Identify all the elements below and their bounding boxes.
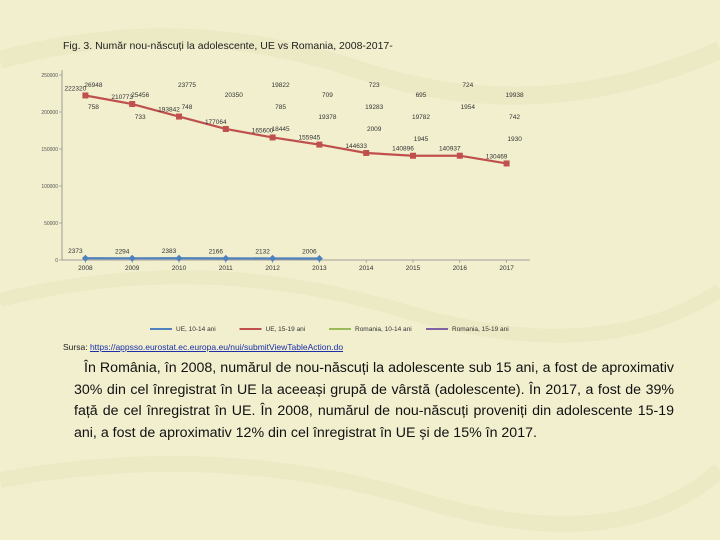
extra-data-label: 733 xyxy=(135,114,146,121)
data-point xyxy=(503,160,510,167)
data-label: 2294 xyxy=(115,248,130,255)
data-point xyxy=(316,141,323,148)
data-point xyxy=(363,149,370,156)
extra-data-label: 723 xyxy=(369,82,380,89)
extra-data-label: 18445 xyxy=(272,126,290,133)
data-label: 2166 xyxy=(209,248,224,255)
data-label: 140896 xyxy=(392,146,414,153)
data-point xyxy=(176,113,182,120)
legend-label: UE, 10-14 ani xyxy=(176,326,216,333)
data-label: 222320 xyxy=(65,85,87,92)
y-tick-label: 200000 xyxy=(41,110,58,116)
data-label: 144633 xyxy=(345,143,367,150)
data-label: 193842 xyxy=(158,107,180,114)
data-label: 2006 xyxy=(302,249,317,256)
legend-label: Romania, 10-14 ani xyxy=(355,326,412,333)
extra-data-label: 695 xyxy=(416,92,427,99)
data-label: 2383 xyxy=(162,248,177,255)
x-tick-label: 2013 xyxy=(312,265,327,272)
y-tick-label: 150000 xyxy=(41,147,58,153)
source-line: Sursa: https://appsso.eurostat.ec.europa… xyxy=(63,342,343,352)
data-label: 165600 xyxy=(252,127,274,134)
extra-data-label: 2009 xyxy=(367,126,382,133)
data-point xyxy=(315,255,323,263)
x-tick-label: 2015 xyxy=(406,265,421,272)
data-point xyxy=(81,254,89,262)
extra-data-label: 1945 xyxy=(414,136,429,143)
data-label: 2373 xyxy=(68,248,83,255)
data-label: 140937 xyxy=(439,146,461,153)
extra-data-label: 19782 xyxy=(412,114,430,121)
chart-data-labels: 2373 2294 2383 2166 2132 2006 222320 210773 1938… xyxy=(65,82,524,256)
x-tick-label: 2010 xyxy=(172,265,187,272)
extra-data-label: 20350 xyxy=(225,92,243,99)
extra-data-label: 19822 xyxy=(272,82,290,89)
chart-series xyxy=(81,92,510,263)
chart-axes: 0 50000 100000 150000 200000 250000 2008 2009 20… xyxy=(41,70,530,272)
data-label: 210773 xyxy=(111,94,133,101)
data-point xyxy=(269,134,276,141)
legend-label: Romania, 15-19 ani xyxy=(452,326,509,333)
extra-data-label: 19378 xyxy=(318,114,336,121)
data-point xyxy=(222,125,229,132)
x-tick-label: 2011 xyxy=(219,265,233,272)
x-tick-label: 2014 xyxy=(359,265,374,272)
extra-data-label: 709 xyxy=(322,92,333,99)
y-tick-label: 250000 xyxy=(41,73,58,79)
data-point xyxy=(456,152,463,159)
data-point xyxy=(269,254,277,262)
extra-data-label: 785 xyxy=(275,104,286,111)
source-link[interactable]: https://appsso.eurostat.ec.europa.eu/nui… xyxy=(89,342,344,352)
data-label: 155945 xyxy=(299,135,321,142)
body-paragraph: În România, în 2008, numărul de nou-născ… xyxy=(74,360,674,441)
y-tick-label: 0 xyxy=(55,258,58,264)
data-point xyxy=(410,152,416,159)
x-tick-label: 2009 xyxy=(125,265,140,272)
y-tick-label: 100000 xyxy=(41,184,58,190)
data-label: 177064 xyxy=(205,119,227,126)
legend-label: UE, 15-19 ani xyxy=(266,326,306,333)
extra-data-label: 742 xyxy=(509,114,520,121)
data-label: 130469 xyxy=(486,153,508,160)
y-tick-label: 50000 xyxy=(44,221,58,227)
extra-data-label: 758 xyxy=(88,104,99,111)
x-tick-label: 2017 xyxy=(499,265,514,272)
extra-data-label: 19283 xyxy=(365,104,383,111)
x-tick-label: 2016 xyxy=(453,265,468,272)
data-label: 2132 xyxy=(255,248,270,255)
x-tick-label: 2008 xyxy=(78,265,93,272)
data-point xyxy=(82,92,89,99)
data-point xyxy=(222,254,230,262)
extra-data-label: 26948 xyxy=(84,82,102,89)
extra-data-label: 1954 xyxy=(461,104,476,111)
data-point xyxy=(129,101,136,108)
extra-data-label: 25456 xyxy=(131,92,149,99)
extra-data-label: 19938 xyxy=(506,92,524,99)
data-point xyxy=(175,254,183,262)
series-line-2 xyxy=(85,94,507,165)
figure-title: Fig. 3. Număr nou-născuți la adolescente… xyxy=(63,40,393,52)
x-tick-label: 2012 xyxy=(265,265,280,272)
extra-data-label: 724 xyxy=(462,82,473,89)
extra-data-label: 748 xyxy=(182,104,193,111)
data-point xyxy=(128,254,136,262)
extra-data-label: 23775 xyxy=(178,82,196,89)
chart-legend: UE, 10-14 ani UE, 15-19 ani Romania, 10-14… xyxy=(150,326,509,333)
source-prefix: Sursa: xyxy=(63,342,90,352)
extra-data-label: 1930 xyxy=(507,136,522,143)
